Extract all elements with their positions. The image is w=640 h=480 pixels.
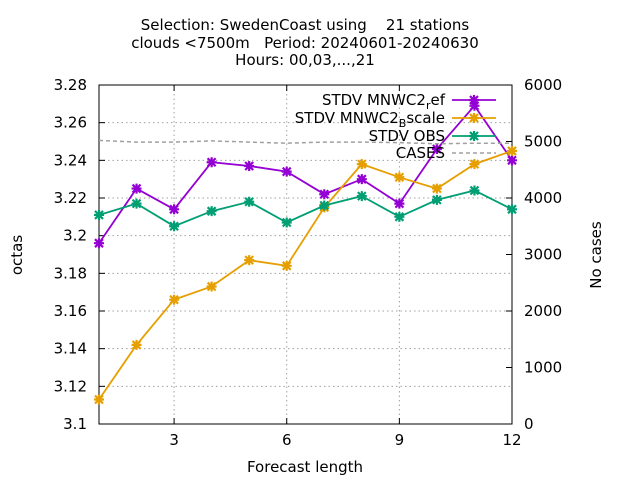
title-line-1: Selection: SwedenCoast using 21 stations <box>141 16 470 34</box>
series-2 <box>94 185 517 232</box>
data-point <box>244 255 255 266</box>
y-tick-label: 3.24 <box>54 151 87 169</box>
data-point <box>319 189 330 200</box>
legend-marker <box>469 95 479 105</box>
data-point <box>131 198 142 209</box>
y-tick-label: 3.16 <box>54 302 87 320</box>
series-3 <box>98 139 512 145</box>
data-point <box>431 183 442 194</box>
y-tick-label: 3.18 <box>54 264 87 282</box>
x-tick-label: 3 <box>169 431 179 449</box>
data-point <box>356 191 367 202</box>
y-tick-label: 3.2 <box>63 227 87 245</box>
series-line <box>98 104 513 244</box>
series-1 <box>94 145 517 405</box>
data-point <box>244 160 255 171</box>
title-line-2: clouds <7500m Period: 20240601-20240630 <box>131 34 479 52</box>
grid <box>99 85 512 424</box>
data-point <box>131 339 142 350</box>
series-line <box>98 150 513 401</box>
x-tick-label: 9 <box>395 431 405 449</box>
legend-entry-label: STDV MNWC2ref <box>322 91 446 112</box>
data-point <box>169 294 180 305</box>
legend-marker <box>469 113 479 123</box>
data-point <box>394 198 405 209</box>
data-point <box>94 394 104 405</box>
data-point <box>206 157 217 168</box>
y-tick-label: 3.26 <box>54 114 87 132</box>
data-point <box>94 209 104 220</box>
data-point <box>469 159 480 170</box>
data-point <box>507 204 517 215</box>
data-point <box>169 204 180 215</box>
data-point <box>206 206 217 217</box>
data-point <box>281 166 292 177</box>
data-point <box>131 183 142 194</box>
axes: 3 6 9 12 3.1 3.12 3.14 3.16 3.18 3.2 3.22 3.24 3.26 3… <box>54 76 563 449</box>
data-point <box>431 144 442 155</box>
y2-tick-label: 5000 <box>524 133 562 151</box>
y-axis-label: octas <box>8 235 26 275</box>
y2-tick-label: 1000 <box>524 359 562 377</box>
y2-tick-label: 4000 <box>524 189 562 207</box>
y2-tick-label: 2000 <box>524 302 562 320</box>
series-line <box>98 189 513 228</box>
y-tick-label: 3.28 <box>54 76 87 94</box>
series <box>94 100 517 405</box>
y-tick-label: 3.14 <box>54 340 87 358</box>
y2-axis-label: No cases <box>587 221 605 289</box>
data-point <box>206 281 217 292</box>
data-point <box>281 260 292 271</box>
data-point <box>469 100 480 111</box>
y-tick-label: 3.1 <box>63 415 87 433</box>
data-point <box>469 185 480 196</box>
data-point <box>281 217 292 228</box>
data-point <box>507 145 517 156</box>
data-point <box>507 155 517 166</box>
legend-entry-label: STDV MNWC2Bscale <box>295 109 445 130</box>
y-tick-label: 3.12 <box>54 377 87 395</box>
data-point <box>431 194 442 205</box>
plot-frame <box>98 84 513 425</box>
data-point <box>356 159 367 170</box>
data-point <box>394 172 405 183</box>
x-axis-label: Forecast length <box>247 458 363 476</box>
y2-tick-label: 6000 <box>524 76 562 94</box>
data-point <box>356 174 367 185</box>
legend-entry-label: STDV OBS <box>369 127 445 145</box>
data-point <box>319 200 330 211</box>
x-tick-label: 6 <box>282 431 292 449</box>
title-line-3: Hours: 00,03,...,21 <box>235 51 375 69</box>
y2-tick-label: 3000 <box>524 246 562 264</box>
series-line <box>98 139 512 145</box>
y2-tick-label: 0 <box>524 415 534 433</box>
series-0 <box>94 100 517 249</box>
data-point <box>244 196 255 207</box>
x-tick-label: 12 <box>502 431 521 449</box>
legend-marker <box>469 131 479 141</box>
legend-entry-label: CASES <box>396 144 445 162</box>
chart-title: Selection: SwedenCoast using 21 stations… <box>131 16 479 69</box>
data-point <box>394 211 405 222</box>
data-point <box>169 221 180 232</box>
y-tick-label: 3.22 <box>54 189 87 207</box>
data-point <box>94 238 104 249</box>
